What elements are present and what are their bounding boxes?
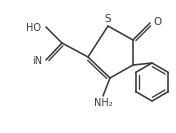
Text: S: S (105, 14, 111, 24)
Text: HO: HO (26, 23, 41, 33)
Text: O: O (153, 17, 161, 27)
Text: NH₂: NH₂ (94, 98, 112, 108)
Text: iN: iN (32, 56, 42, 66)
